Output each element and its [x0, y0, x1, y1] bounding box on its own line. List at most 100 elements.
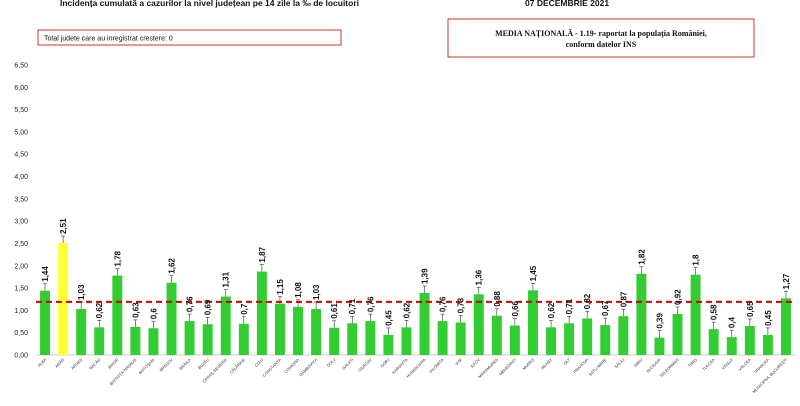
value-label: 1,36 [475, 269, 484, 285]
y-tick-label: 3,50 [14, 196, 28, 203]
bar [274, 303, 285, 355]
bar [112, 275, 123, 355]
category-label: HUNEDOARA [405, 357, 427, 379]
value-label: 1,8 [692, 254, 701, 266]
category-label: CONSTANȚA [261, 357, 282, 378]
bar [40, 290, 51, 355]
chart-date: 07 DECEMBRIE 2021 [525, 0, 609, 8]
category-label: ARAD [54, 357, 65, 368]
value-label: 1,15 [276, 279, 285, 295]
category-label: ARGEȘ [70, 357, 84, 371]
value-label: 1,87 [258, 246, 267, 262]
bar [762, 334, 773, 355]
value-label: 0,71 [565, 298, 574, 314]
y-tick-label: 1,00 [14, 308, 28, 315]
bar [148, 328, 159, 355]
bar [166, 282, 177, 355]
bar [491, 315, 502, 355]
category-label: HARGHITA [391, 357, 409, 375]
value-label: 1,44 [41, 266, 50, 282]
bar [130, 326, 141, 355]
value-label: 0,61 [330, 303, 339, 319]
category-label: TIMIȘ [687, 357, 698, 368]
y-tick-label: 3,00 [14, 219, 28, 226]
category-label: SĂLAJ [613, 357, 625, 369]
value-label: 0,76 [186, 296, 195, 312]
category-label: MUREȘ [521, 357, 535, 371]
value-label: 0,65 [746, 301, 755, 317]
category-label: PRAHOVA [572, 357, 589, 374]
category-label: VRANCEA [753, 357, 770, 374]
value-label: 0,39 [655, 312, 664, 328]
category-label: GORJ [379, 357, 390, 368]
value-label: 1,03 [312, 284, 321, 300]
y-tick-label: 5,50 [14, 107, 28, 114]
category-label: GIURGIU [357, 357, 373, 373]
value-label: 1,03 [77, 284, 86, 300]
category-label: SIBIU [633, 357, 644, 368]
bar [293, 306, 304, 355]
chart-title: Incidența cumulată a cazurilor la nivel … [60, 0, 359, 8]
bar [383, 334, 394, 355]
value-label: 0,82 [583, 293, 592, 309]
bar [455, 322, 466, 355]
category-label: BIHOR [107, 357, 120, 370]
value-label: 0,62 [95, 302, 104, 318]
category-label: ILFOV [469, 357, 481, 369]
y-tick-label: 1,50 [14, 286, 28, 293]
bar [184, 321, 195, 355]
value-label: 0,7 [240, 303, 249, 315]
bar [546, 327, 557, 355]
value-label: 0,87 [619, 291, 628, 307]
bar [654, 337, 665, 355]
right-info-line2: conform datelor INS [566, 40, 637, 49]
category-label: NEAMȚ [540, 357, 554, 371]
value-labels: 1,44 2,51 1,03 0,62 1,78 0,63 0,6 1,62 0,76 0,69 1… [41, 218, 791, 329]
category-label: GALAȚI [341, 357, 355, 371]
left-info-text: Total judete care au inregistrat crester… [44, 36, 173, 43]
value-label: 1,08 [294, 282, 303, 298]
value-label: 1,45 [529, 265, 538, 281]
bar [527, 290, 538, 355]
bar [509, 325, 520, 355]
y-tick-label: 2,00 [14, 263, 28, 270]
y-tick-label: 6,00 [14, 85, 28, 92]
category-label: TULCEA [701, 357, 716, 372]
bar [76, 309, 87, 355]
category-label: IAȘI [454, 357, 463, 366]
bar [780, 298, 791, 355]
bar [437, 321, 448, 355]
category-label: OLT [562, 357, 571, 366]
value-label: 1,62 [168, 258, 177, 274]
y-tick-label: 4,50 [14, 152, 28, 159]
y-tick-label: 0,50 [14, 330, 28, 337]
right-info-box [447, 18, 755, 58]
value-label: 0,58 [710, 304, 719, 320]
bar [238, 323, 249, 355]
bar [600, 325, 611, 355]
bar [672, 313, 683, 355]
value-label: 0,6 [149, 308, 158, 320]
bar [473, 294, 484, 355]
category-label: COVASNA [283, 357, 300, 374]
bar [329, 327, 340, 355]
category-label: BACĂU [88, 357, 101, 370]
bar [726, 337, 737, 355]
bar [744, 326, 755, 355]
category-label: VÂLCEA [737, 357, 752, 372]
y-tick-label: 6,50 [14, 63, 28, 70]
category-label: CLUJ [253, 357, 264, 368]
value-label: 0,92 [674, 289, 683, 305]
value-label: 1,39 [421, 268, 430, 284]
value-label: 0,73 [457, 297, 466, 313]
value-label: 0,66 [511, 300, 520, 316]
right-info-line1: MEDIA NAȚIONALĂ - 1.19- raportat la popu… [495, 28, 707, 39]
value-label: 0,45 [764, 310, 773, 326]
left-info-box [37, 29, 342, 46]
value-label: 0,62 [547, 302, 556, 318]
value-label: 0,45 [384, 310, 393, 326]
bar [419, 292, 430, 355]
value-label: 0,71 [348, 298, 357, 314]
category-label: DÂMBOVIȚA [298, 357, 318, 377]
